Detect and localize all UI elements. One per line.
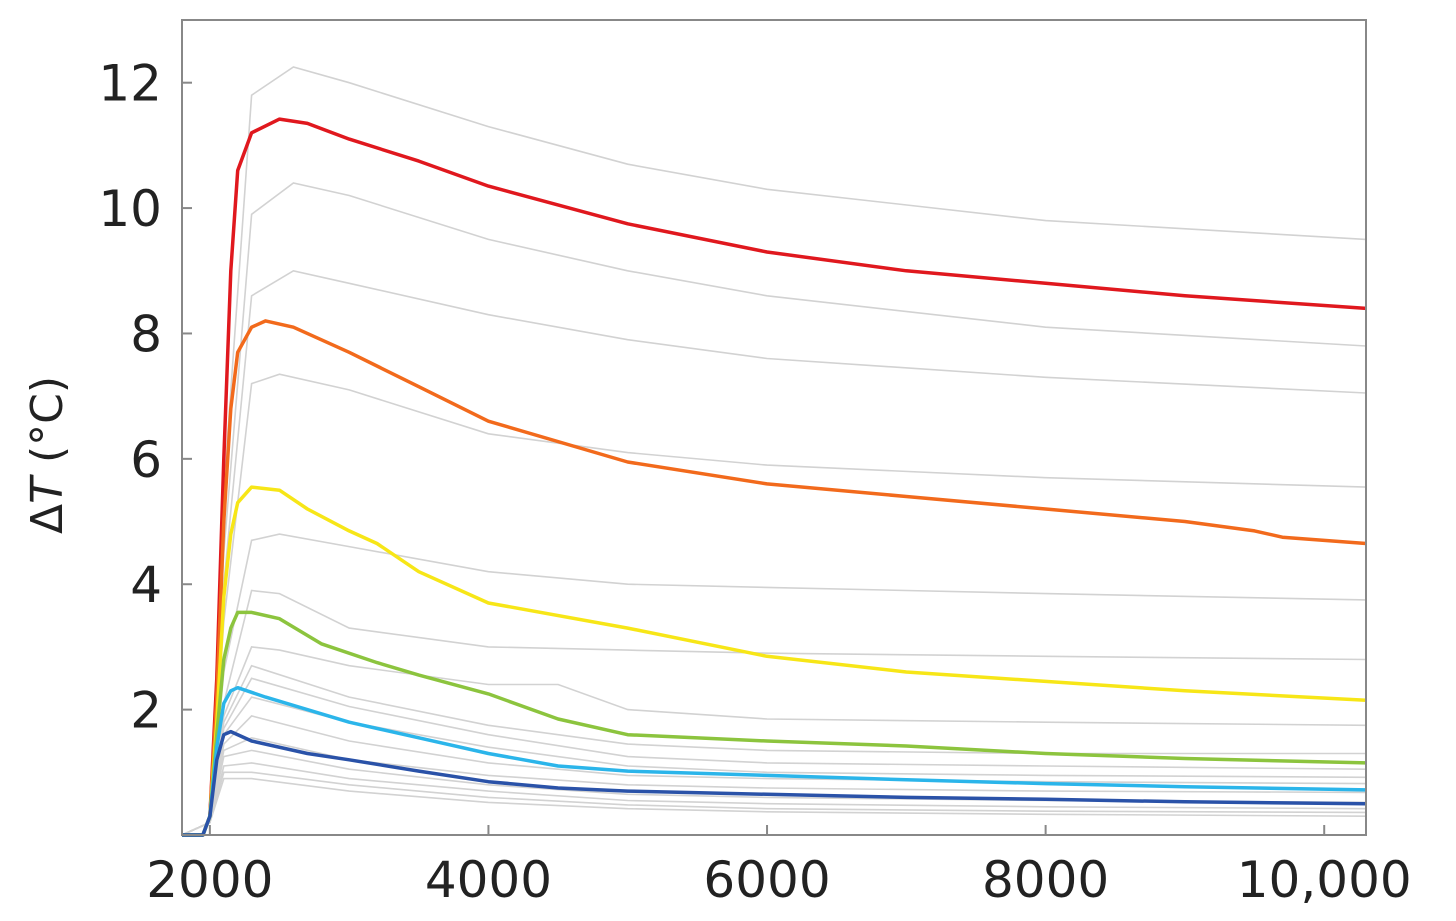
- x-tick-label: 2000: [146, 851, 273, 909]
- series-line-6: [182, 729, 1367, 837]
- x-tick-label: 6000: [703, 851, 830, 909]
- background-curve-10: [181, 696, 1367, 836]
- y-tick-label: 2: [130, 682, 162, 740]
- x-tick-label: 8000: [982, 851, 1109, 909]
- background-curve-2: [181, 182, 1367, 836]
- y-axis: 2 4 6 8 10 12: [98, 55, 192, 740]
- series-line-2: [182, 319, 1367, 837]
- series-line-1: [182, 117, 1367, 837]
- y-tick-label: 12: [98, 55, 162, 113]
- background-curves: [181, 66, 1367, 836]
- y-axis-title-variable: T: [22, 474, 73, 504]
- y-axis-title-symbol: Δ: [22, 504, 73, 534]
- background-curve-4: [181, 373, 1367, 836]
- background-curve-5: [181, 533, 1367, 836]
- background-curve-14: [181, 762, 1367, 836]
- background-curve-6: [181, 589, 1367, 836]
- background-curve-16: [181, 777, 1367, 836]
- background-curve-15: [181, 771, 1367, 836]
- x-tick-label: 10,000: [1237, 851, 1412, 909]
- x-axis: 2000 4000 6000 8000 10,000: [146, 825, 1412, 909]
- y-axis-title-unit: (°C): [22, 376, 73, 477]
- y-tick-label: 6: [130, 431, 162, 489]
- series-line-3: [182, 485, 1367, 837]
- x-tick-label: 4000: [425, 851, 552, 909]
- series-line-4: [182, 610, 1367, 837]
- y-tick-label: 4: [130, 556, 162, 614]
- y-tick-label: 8: [130, 305, 162, 363]
- y-axis-title: ΔT (°C): [22, 376, 73, 534]
- y-tick-label: 10: [98, 180, 162, 238]
- highlighted-series: [182, 117, 1367, 837]
- plot-frame: [181, 19, 1367, 836]
